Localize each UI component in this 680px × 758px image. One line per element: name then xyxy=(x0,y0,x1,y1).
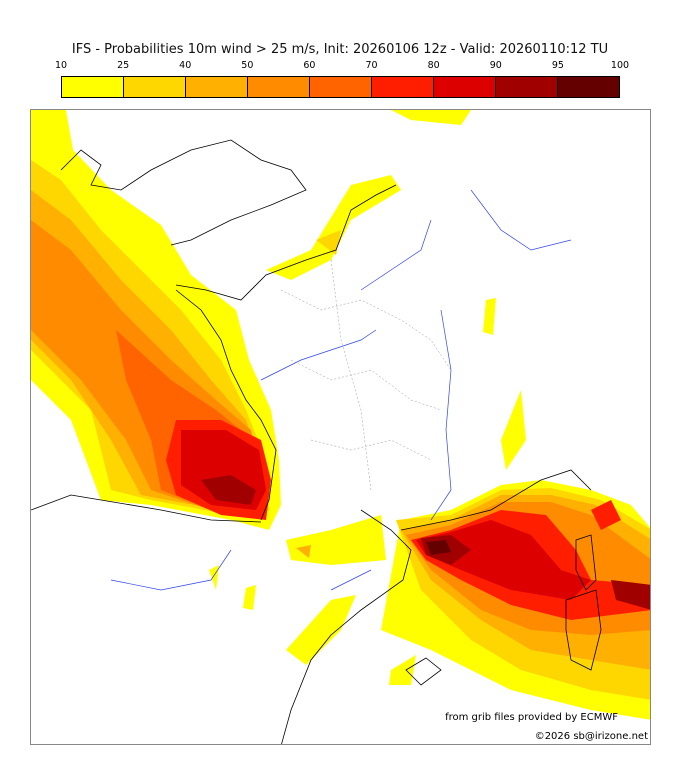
colorbar-swatch xyxy=(372,77,434,97)
colorbar-swatch xyxy=(496,77,558,97)
colorbar-tick-label: 50 xyxy=(241,60,254,71)
coastlines xyxy=(31,139,602,744)
colorbar-tick-label: 25 xyxy=(117,60,130,71)
colorbar-tick-label: 70 xyxy=(365,60,378,71)
colorbar-swatch xyxy=(62,77,124,97)
copyright-credit: ©2026 sb@irizone.net xyxy=(534,731,648,742)
probability-map: from grib files provided by ECMWF ©2026 … xyxy=(30,109,651,745)
colorbar-swatch xyxy=(310,77,372,97)
colorbar-swatch xyxy=(124,77,186,97)
colorbar-swatch xyxy=(248,77,310,97)
colorbar-swatch xyxy=(434,77,496,97)
mediterranean-wind-area xyxy=(381,480,650,720)
colorbar-swatch xyxy=(558,77,619,97)
atlantic-wind-area xyxy=(31,110,281,530)
map-title: IFS - Probabilities 10m wind > 25 m/s, I… xyxy=(71,42,609,57)
map-canvas xyxy=(31,110,650,744)
colorbar-tick-label: 10 xyxy=(54,60,68,71)
data-source-credit: from grib files provided by ECMWF xyxy=(445,712,618,723)
colorbar-tick-label: 90 xyxy=(489,60,502,71)
colorbar-swatch xyxy=(186,77,248,97)
colorbar-legend xyxy=(61,76,620,98)
regional-borders xyxy=(280,259,452,491)
colorbar-tick-label: 60 xyxy=(303,60,316,71)
colorbar-tick-label: 40 xyxy=(179,60,192,71)
colorbar-tick-label: 95 xyxy=(551,60,564,71)
rivers xyxy=(110,189,572,591)
small-wind-areas xyxy=(209,110,526,685)
colorbar-tick-label: 80 xyxy=(427,60,440,71)
colorbar-ticks: 10 25 40 50 60 70 80 90 95 100 xyxy=(0,60,680,72)
colorbar-tick-label: 100 xyxy=(610,60,630,71)
